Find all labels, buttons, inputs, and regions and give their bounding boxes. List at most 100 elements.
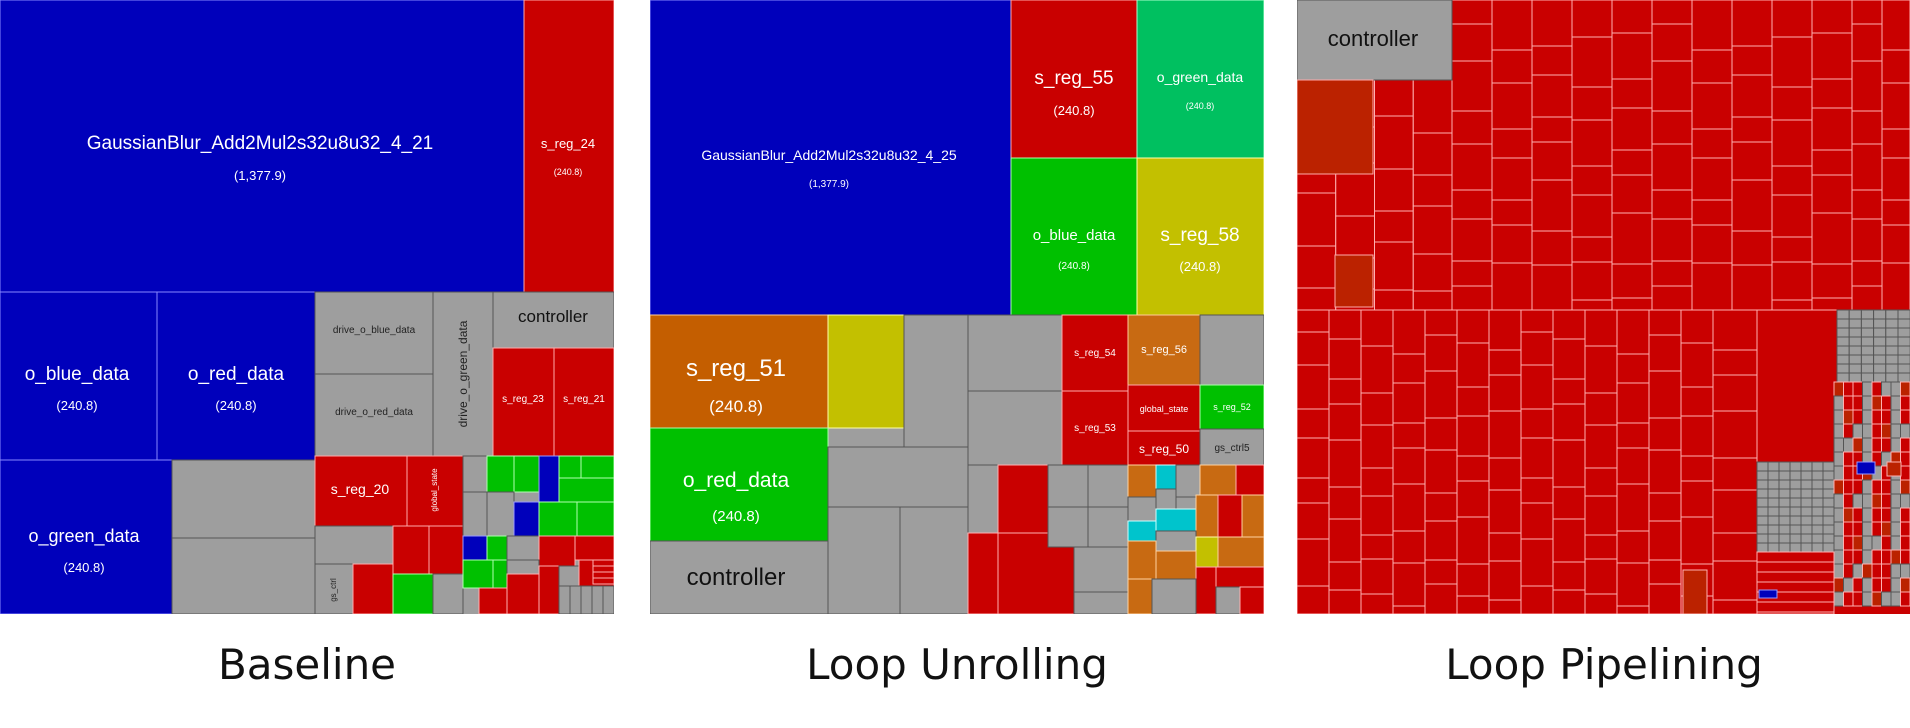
pipe-register-block[interactable] <box>1771 86 1813 121</box>
pipe-register-block[interactable] <box>1651 285 1693 311</box>
pipe-register-block[interactable] <box>1488 410 1522 459</box>
pipe-register-block[interactable] <box>1571 194 1613 238</box>
pipe-small-block[interactable] <box>1811 515 1824 526</box>
pipe-small-block[interactable] <box>1843 577 1854 593</box>
pipe-small-block[interactable] <box>1843 465 1854 481</box>
pipe-small-block[interactable] <box>1871 507 1882 523</box>
block-o-green-data[interactable] <box>0 459 173 614</box>
pipe-register-block[interactable] <box>1456 309 1490 344</box>
pipe-small-block[interactable] <box>1873 363 1887 374</box>
pipe-small-block[interactable] <box>1856 461 1876 475</box>
unrolling-small-block[interactable] <box>1195 566 1217 614</box>
pipe-register-block[interactable] <box>1451 260 1493 287</box>
pipe-register-block[interactable] <box>1392 562 1426 607</box>
pipe-register-block[interactable] <box>1491 82 1533 130</box>
block-o-green-data-u[interactable] <box>1136 0 1264 159</box>
pipe-register-block[interactable] <box>1451 189 1493 220</box>
pipe-small-block[interactable] <box>1852 409 1863 425</box>
pipe-register-block[interactable] <box>1571 36 1613 88</box>
block-s-reg-20[interactable] <box>314 455 408 527</box>
pipe-small-block[interactable] <box>1900 521 1910 537</box>
block-gray-u8[interactable] <box>1199 314 1264 386</box>
pipe-small-block[interactable] <box>1836 354 1850 365</box>
pipe-small-block[interactable] <box>1756 470 1769 481</box>
pipe-small-block[interactable] <box>1778 470 1791 481</box>
block-red-a[interactable] <box>352 563 394 614</box>
pipe-small-block[interactable] <box>1843 563 1854 579</box>
pipe-small-block[interactable] <box>1900 381 1910 397</box>
pipe-small-block[interactable] <box>1873 309 1887 320</box>
pipe-register-block[interactable] <box>1651 110 1693 145</box>
pipe-small-block[interactable] <box>1860 363 1875 374</box>
pipe-small-block[interactable] <box>1848 336 1862 347</box>
pipe-small-block[interactable] <box>1756 488 1769 499</box>
pipe-register-block[interactable] <box>1520 364 1554 410</box>
pipe-register-block[interactable] <box>1680 455 1714 482</box>
pipe-small-block[interactable] <box>1778 506 1791 517</box>
pipe-register-block[interactable] <box>1731 264 1773 311</box>
block-global-state[interactable] <box>406 455 464 527</box>
baseline-small-block[interactable] <box>462 559 494 589</box>
unrolling-small-block[interactable] <box>1127 540 1157 580</box>
pipe-small-block[interactable] <box>1811 542 1824 553</box>
pipe-register-block[interactable] <box>1648 309 1682 336</box>
pipe-small-block[interactable] <box>1897 309 1910 320</box>
pipe-small-block[interactable] <box>1811 533 1824 544</box>
pipe-register-block[interactable] <box>1360 558 1394 595</box>
pipe-small-block[interactable] <box>1767 533 1780 544</box>
pipe-register-block[interactable] <box>1328 518 1362 563</box>
pipe-register-block[interactable] <box>1374 115 1414 170</box>
pipe-small-block[interactable] <box>1885 327 1899 338</box>
pipe-register-block[interactable] <box>1392 483 1426 532</box>
pipe-small-block[interactable] <box>1833 521 1844 537</box>
baseline-small-block[interactable] <box>574 535 614 561</box>
pipe-small-block[interactable] <box>1800 461 1813 472</box>
pipe-register-block[interactable] <box>1771 165 1813 196</box>
baseline-small-block[interactable] <box>513 501 540 537</box>
pipe-small-block[interactable] <box>1871 423 1882 439</box>
pipe-small-block[interactable] <box>1767 542 1780 553</box>
pipe-register-block[interactable] <box>1712 410 1758 459</box>
pipe-register-block[interactable] <box>1552 589 1586 614</box>
baseline-small-block[interactable] <box>576 501 614 537</box>
pipe-small-block[interactable] <box>1833 423 1844 439</box>
unrolling-small-block[interactable] <box>1241 494 1264 538</box>
pipe-small-block[interactable] <box>1778 524 1791 535</box>
pipe-register-block[interactable] <box>1552 338 1586 380</box>
pipe-register-block[interactable] <box>1648 520 1682 561</box>
pipe-small-block[interactable] <box>1833 563 1844 579</box>
pipe-register-block[interactable] <box>1392 530 1426 564</box>
pipe-small-block[interactable] <box>1836 372 1850 383</box>
pipe-register-block[interactable] <box>1374 289 1414 311</box>
pipe-small-block[interactable] <box>1890 493 1901 509</box>
pipe-small-block[interactable] <box>1852 591 1863 607</box>
pipe-small-block[interactable] <box>1890 577 1901 593</box>
pipe-small-block[interactable] <box>1885 372 1899 383</box>
pipe-small-block[interactable] <box>1871 591 1882 607</box>
pipe-register-block[interactable] <box>1412 253 1453 292</box>
pipe-small-block[interactable] <box>1852 577 1863 593</box>
pipe-register-block[interactable] <box>1451 285 1493 311</box>
baseline-small-block[interactable] <box>538 501 578 537</box>
pipe-small-block[interactable] <box>1800 533 1813 544</box>
pipe-small-block[interactable] <box>1881 479 1892 495</box>
pipe-small-block[interactable] <box>1900 493 1910 509</box>
pipe-small-block[interactable] <box>1833 591 1844 607</box>
pipe-small-block[interactable] <box>1881 535 1892 551</box>
pipe-register-block[interactable] <box>1491 49 1533 84</box>
pipe-small-block[interactable] <box>1890 381 1901 397</box>
pipe-small-block[interactable] <box>1900 395 1910 411</box>
pipe-small-block[interactable] <box>1862 395 1873 411</box>
pipe-register-block[interactable] <box>1392 605 1426 614</box>
unrolling-small-block[interactable] <box>1073 591 1129 614</box>
block-s-reg-21[interactable] <box>553 347 614 457</box>
pipe-register-block[interactable] <box>1424 559 1458 585</box>
baseline-tiny-block[interactable] <box>592 577 614 585</box>
pipe-register-block[interactable] <box>1851 23 1883 62</box>
pipe-register-block[interactable] <box>1648 417 1682 451</box>
pipe-register-block[interactable] <box>1412 79 1453 134</box>
pipe-small-block[interactable] <box>1873 345 1887 356</box>
pipe-small-block[interactable] <box>1871 521 1882 537</box>
pipe-register-block[interactable] <box>1456 563 1490 597</box>
pipe-register-block[interactable] <box>1584 558 1618 595</box>
